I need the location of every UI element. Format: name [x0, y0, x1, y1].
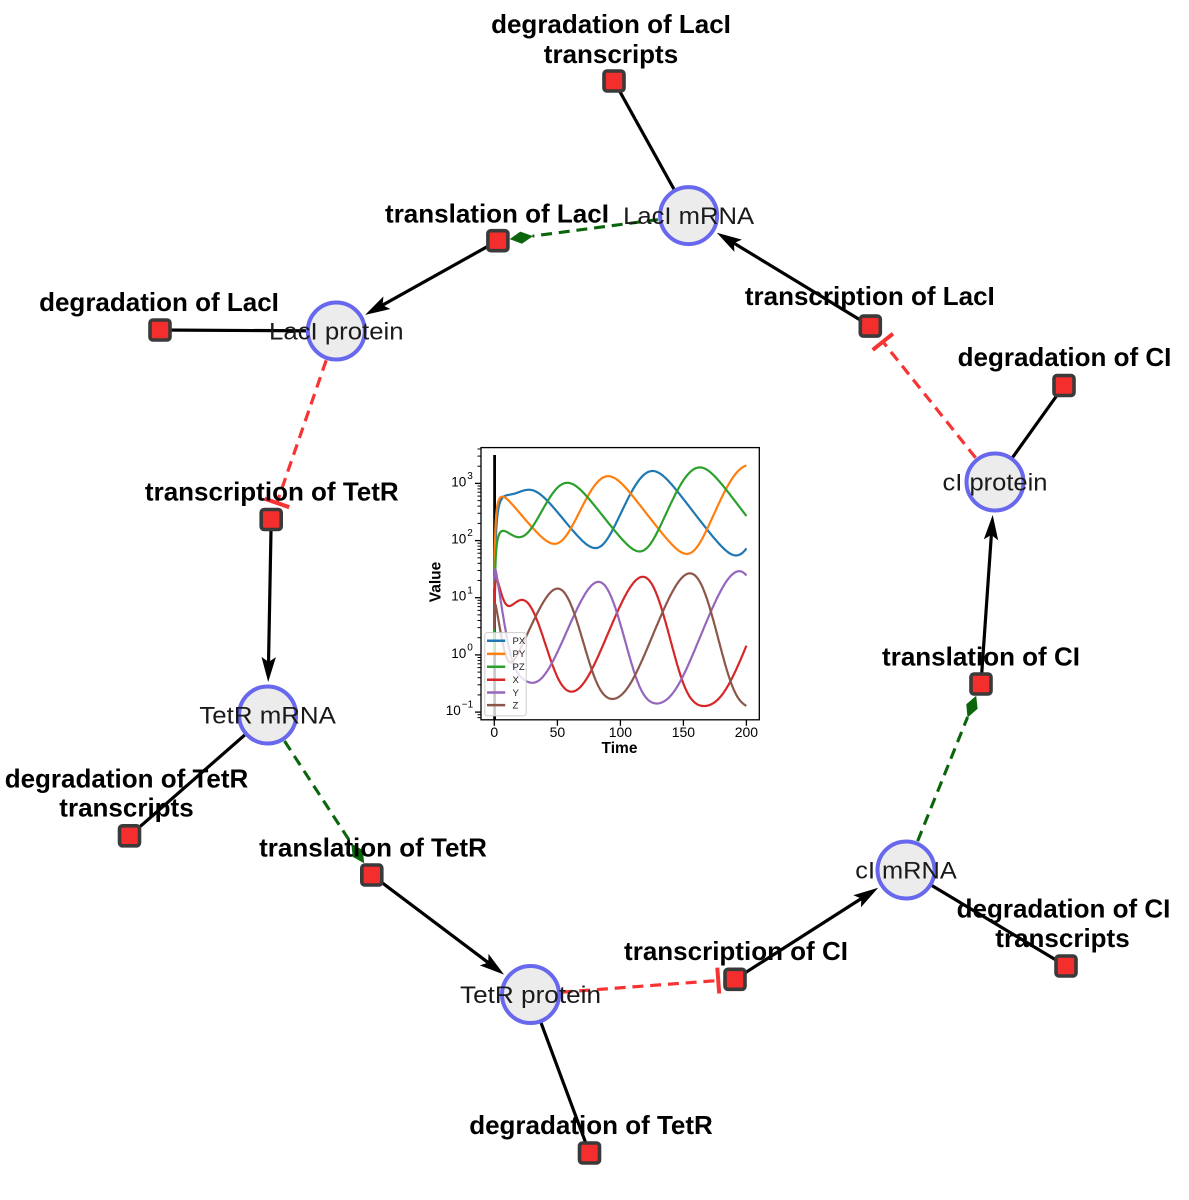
svg-text:100: 100	[609, 724, 633, 740]
svg-text:translation of TetR: translation of TetR	[259, 832, 487, 862]
svg-text:10: 10	[451, 532, 466, 547]
svg-text:Z: Z	[513, 700, 519, 711]
svg-text:50: 50	[550, 724, 566, 740]
svg-text:PX: PX	[513, 636, 526, 647]
svg-text:translation of CI: translation of CI	[882, 641, 1080, 671]
svg-text:LacI protein: LacI protein	[269, 319, 404, 346]
svg-text:0: 0	[490, 724, 498, 740]
svg-text:150: 150	[672, 724, 696, 740]
svg-text:2: 2	[467, 528, 473, 539]
svg-text:degradation of TetR: degradation of TetR	[5, 763, 249, 793]
svg-text:transcription of TetR: transcription of TetR	[145, 477, 399, 507]
svg-text:Time: Time	[602, 740, 638, 757]
svg-text:translation of LacI: translation of LacI	[385, 198, 609, 228]
svg-text:degradation of LacI: degradation of LacI	[491, 9, 731, 39]
svg-text:3: 3	[467, 471, 473, 482]
svg-text:degradation of LacI: degradation of LacI	[39, 287, 279, 317]
svg-text:0: 0	[467, 643, 473, 654]
svg-text:LacI mRNA: LacI mRNA	[623, 203, 755, 230]
svg-text:10: 10	[451, 474, 466, 489]
svg-text:1: 1	[467, 585, 473, 596]
svg-text:10: 10	[446, 703, 461, 718]
svg-text:transcripts: transcripts	[59, 793, 193, 823]
svg-text:degradation of CI: degradation of CI	[958, 342, 1172, 372]
svg-text:Y: Y	[513, 688, 520, 699]
svg-text:X: X	[513, 675, 520, 686]
svg-text:PZ: PZ	[513, 662, 525, 673]
svg-text:degradation of CI: degradation of CI	[957, 893, 1171, 923]
svg-text:cI mRNA: cI mRNA	[855, 858, 957, 885]
svg-text:transcripts: transcripts	[544, 39, 678, 69]
svg-text:cI protein: cI protein	[943, 470, 1048, 497]
svg-text:10: 10	[451, 589, 466, 604]
svg-text:Value: Value	[428, 561, 445, 602]
svg-text:TetR protein: TetR protein	[460, 982, 601, 1009]
svg-text:degradation of TetR: degradation of TetR	[469, 1110, 713, 1140]
svg-text:TetR mRNA: TetR mRNA	[199, 703, 336, 730]
svg-text:transcription of LacI: transcription of LacI	[745, 281, 995, 311]
svg-text:200: 200	[735, 724, 759, 740]
svg-text:10: 10	[451, 646, 466, 661]
svg-text:−1: −1	[462, 700, 474, 711]
svg-text:transcripts: transcripts	[995, 923, 1129, 953]
svg-text:PY: PY	[513, 649, 526, 660]
svg-text:transcription of CI: transcription of CI	[624, 936, 848, 966]
